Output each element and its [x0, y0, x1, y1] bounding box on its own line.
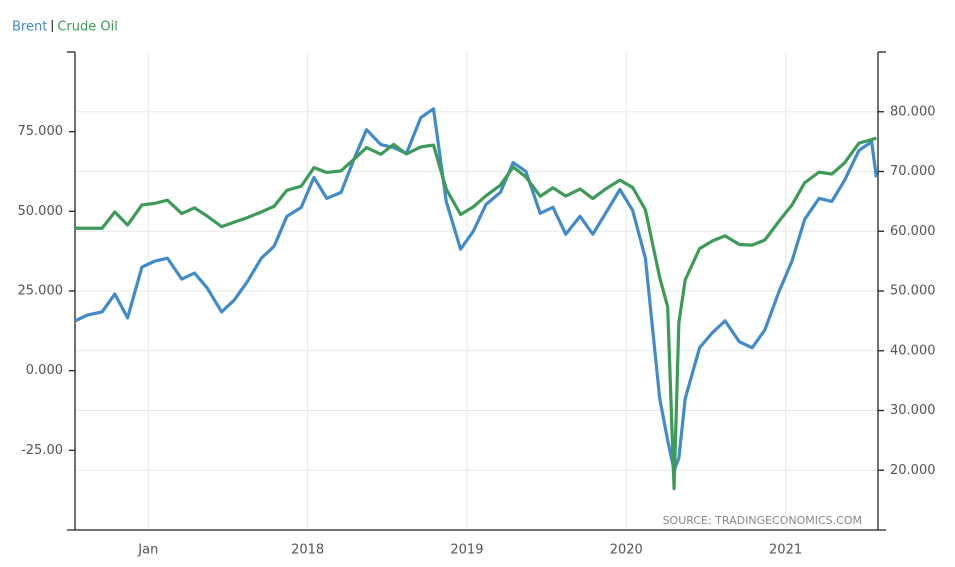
y2-tick-label: 80.000 — [890, 104, 936, 119]
source-note: SOURCE: TRADINGECONOMICS.COM — [663, 514, 862, 527]
y2-tick-label: 50.000 — [890, 284, 936, 299]
y2-tick-label: 40.000 — [890, 343, 936, 358]
series-line — [75, 136, 877, 491]
y-tick-label: -25.00 — [21, 443, 63, 458]
legend-entry: Crude Oil — [57, 20, 118, 35]
y2-tick-label: 30.000 — [890, 403, 936, 418]
x-tick-label: 2019 — [450, 543, 483, 558]
y2-tick-label: 20.000 — [890, 463, 936, 478]
x-tick-label: 2018 — [291, 543, 324, 558]
x-tick-label: 2020 — [610, 543, 643, 558]
y-tick-label: 75.000 — [18, 124, 64, 139]
series-line — [74, 107, 878, 472]
y-tick-label: 0.000 — [26, 363, 63, 378]
legend-entry: Brent — [12, 20, 47, 35]
y2-tick-label: 70.000 — [890, 164, 936, 179]
x-tick-label: Jan — [137, 543, 158, 558]
y2-tick-label: 60.000 — [890, 224, 936, 239]
y-tick-label: 25.000 — [18, 284, 64, 299]
x-tick-label: 2021 — [769, 543, 802, 558]
y-tick-label: 50.000 — [18, 204, 64, 219]
